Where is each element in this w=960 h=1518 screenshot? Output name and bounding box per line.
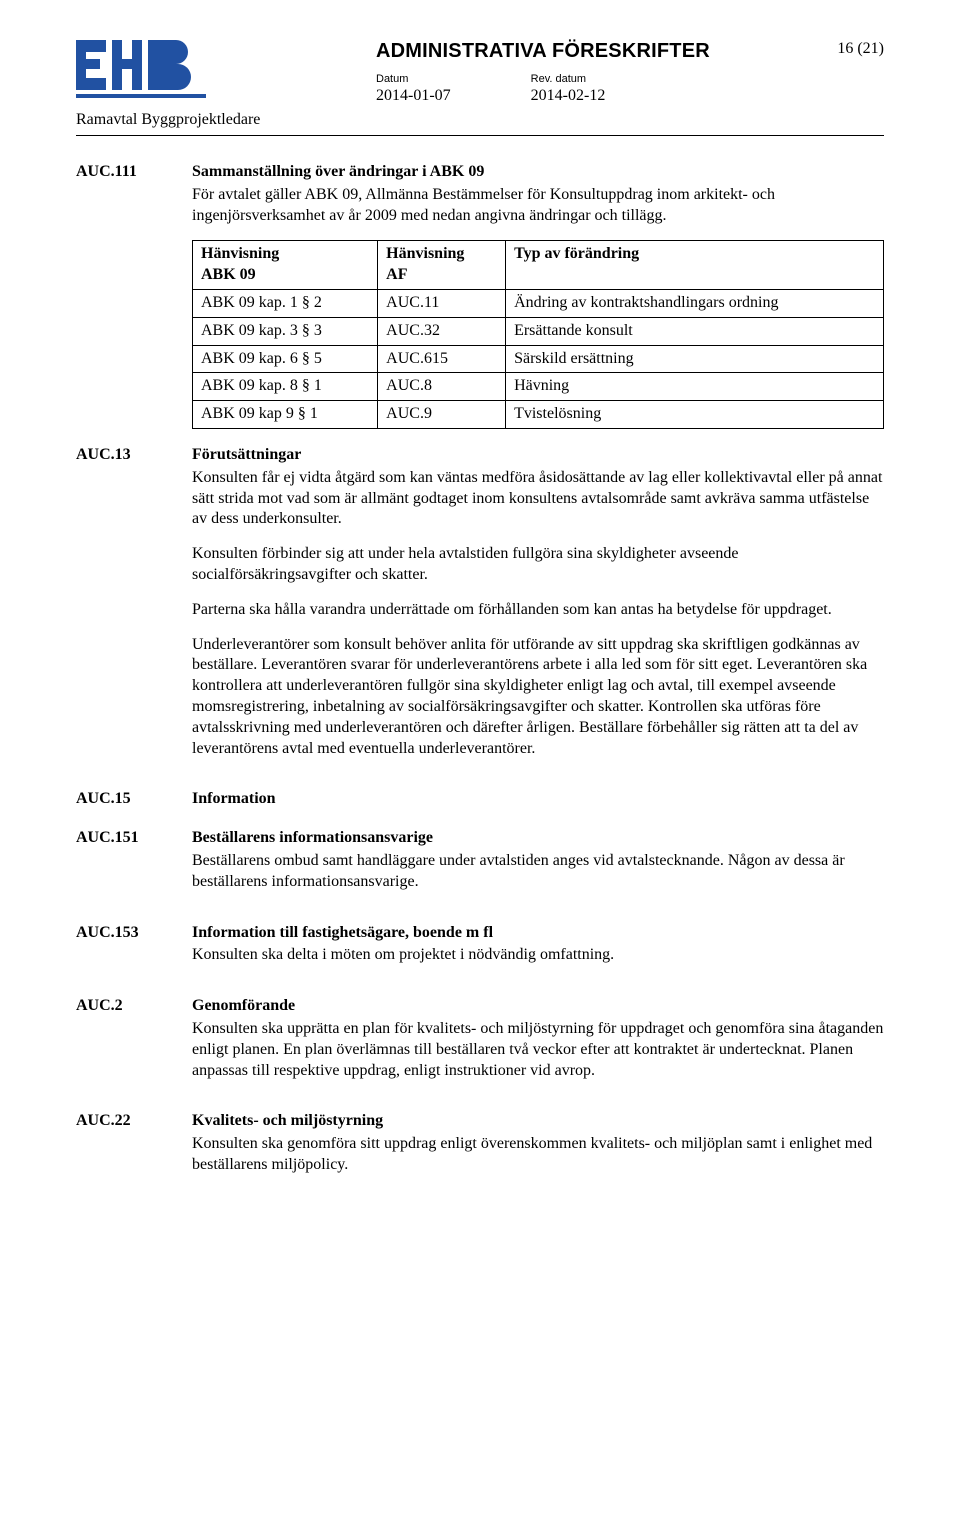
table-header: Typ av förändring [506, 241, 884, 290]
page: 16 (21) [0, 0, 960, 1518]
th-line1: Hänvisning [386, 245, 464, 262]
section-auc111: AUC.111 Sammanställning över ändringar i… [76, 162, 884, 429]
section-heading: Kvalitets- och miljöstyrning [192, 1111, 884, 1132]
table-cell: ABK 09 kap 9 § 1 [193, 401, 378, 429]
divider [76, 135, 884, 136]
section-body: Sammanställning över ändringar i ABK 09 … [192, 162, 884, 429]
th-line2: AF [386, 266, 407, 283]
table-cell: AUC.8 [378, 373, 506, 401]
section-heading: Information [192, 789, 884, 810]
meta-rev: Rev. datum 2014-02-12 [531, 73, 606, 105]
section-label: AUC.153 [76, 923, 192, 981]
section-body: Information till fastighetsägare, boende… [192, 923, 884, 981]
table-header: Hänvisning AF [378, 241, 506, 290]
table-cell: ABK 09 kap. 3 § 3 [193, 317, 378, 345]
section-auc151: AUC.151 Beställarens informationsansvari… [76, 828, 884, 906]
meta-date: Datum 2014-01-07 [376, 73, 451, 105]
section-paragraph: Konsulten får ej vidta åtgärd som kan vä… [192, 468, 884, 530]
section-body: Information [192, 789, 884, 812]
header: ADMINISTRATIVA FÖRESKRIFTER Datum 2014-0… [76, 40, 884, 105]
rev-value: 2014-02-12 [531, 87, 606, 105]
table-cell: ABK 09 kap. 6 § 5 [193, 345, 378, 373]
section-label: AUC.2 [76, 996, 192, 1095]
table-cell: AUC.11 [378, 289, 506, 317]
table-row: ABK 09 kap 9 § 1 AUC.9 Tvistelösning [193, 401, 884, 429]
th-line1: Hänvisning [201, 245, 279, 262]
table-cell: Särskild ersättning [506, 345, 884, 373]
section-auc15: AUC.15 Information [76, 789, 884, 812]
section-label: AUC.15 [76, 789, 192, 812]
date-value: 2014-01-07 [376, 87, 451, 105]
section-paragraph: Konsulten ska upprätta en plan för kvali… [192, 1019, 884, 1081]
table-header: Hänvisning ABK 09 [193, 241, 378, 290]
section-paragraph: Beställarens ombud samt handläggare unde… [192, 851, 884, 893]
reference-table: Hänvisning ABK 09 Hänvisning AF Typ av f… [192, 240, 884, 429]
table-cell: Ersättande konsult [506, 317, 884, 345]
section-paragraph: Konsulten förbinder sig att under hela a… [192, 544, 884, 586]
section-auc153: AUC.153 Information till fastighetsägare… [76, 923, 884, 981]
section-label: AUC.111 [76, 162, 192, 429]
rev-label: Rev. datum [531, 73, 606, 85]
table-row: ABK 09 kap. 3 § 3 AUC.32 Ersättande kons… [193, 317, 884, 345]
section-heading: Sammanställning över ändringar i ABK 09 [192, 162, 884, 183]
section-body: Kvalitets- och miljöstyrning Konsulten s… [192, 1111, 884, 1189]
section-heading: Beställarens informationsansvarige [192, 828, 884, 849]
table-cell: Ändring av kontraktshandlingars ordning [506, 289, 884, 317]
section-label: AUC.22 [76, 1111, 192, 1189]
page-number: 16 (21) [837, 40, 884, 58]
table-cell: Hävning [506, 373, 884, 401]
section-label: AUC.151 [76, 828, 192, 906]
section-paragraph: Konsulten ska delta i möten om projektet… [192, 945, 884, 966]
table-cell: ABK 09 kap. 8 § 1 [193, 373, 378, 401]
ehb-logo [76, 40, 206, 102]
section-auc22: AUC.22 Kvalitets- och miljöstyrning Kons… [76, 1111, 884, 1189]
section-heading: Information till fastighetsägare, boende… [192, 923, 884, 944]
table-row: ABK 09 kap. 8 § 1 AUC.8 Hävning [193, 373, 884, 401]
section-body: Beställarens informationsansvarige Bestä… [192, 828, 884, 906]
th-line2: ABK 09 [201, 266, 256, 283]
section-auc13: AUC.13 Förutsättningar Konsulten får ej … [76, 445, 884, 773]
table-cell: AUC.9 [378, 401, 506, 429]
table-row: ABK 09 kap. 6 § 5 AUC.615 Särskild ersät… [193, 345, 884, 373]
section-paragraph: Parterna ska hålla varandra underrättade… [192, 600, 884, 621]
table-cell: Tvistelösning [506, 401, 884, 429]
table-row: ABK 09 kap. 1 § 2 AUC.11 Ändring av kont… [193, 289, 884, 317]
doc-title: ADMINISTRATIVA FÖRESKRIFTER [376, 40, 884, 63]
section-body: Förutsättningar Konsulten får ej vidta å… [192, 445, 884, 773]
section-paragraph: Konsulten ska genomföra sitt uppdrag enl… [192, 1134, 884, 1176]
date-label: Datum [376, 73, 451, 85]
subtitle: Ramavtal Byggprojektledare [76, 111, 884, 129]
section-body: Genomförande Konsulten ska upprätta en p… [192, 996, 884, 1095]
section-paragraph: Underleverantörer som konsult behöver an… [192, 635, 884, 760]
section-heading: Förutsättningar [192, 445, 884, 466]
table-cell: ABK 09 kap. 1 § 2 [193, 289, 378, 317]
section-label: AUC.13 [76, 445, 192, 773]
table-header-row: Hänvisning ABK 09 Hänvisning AF Typ av f… [193, 241, 884, 290]
meta-row: Datum 2014-01-07 Rev. datum 2014-02-12 [376, 73, 884, 105]
table-cell: AUC.615 [378, 345, 506, 373]
section-heading: Genomförande [192, 996, 884, 1017]
section-auc2: AUC.2 Genomförande Konsulten ska upprätt… [76, 996, 884, 1095]
header-right: ADMINISTRATIVA FÖRESKRIFTER Datum 2014-0… [226, 40, 884, 105]
section-paragraph: För avtalet gäller ABK 09, Allmänna Best… [192, 185, 884, 227]
table-cell: AUC.32 [378, 317, 506, 345]
